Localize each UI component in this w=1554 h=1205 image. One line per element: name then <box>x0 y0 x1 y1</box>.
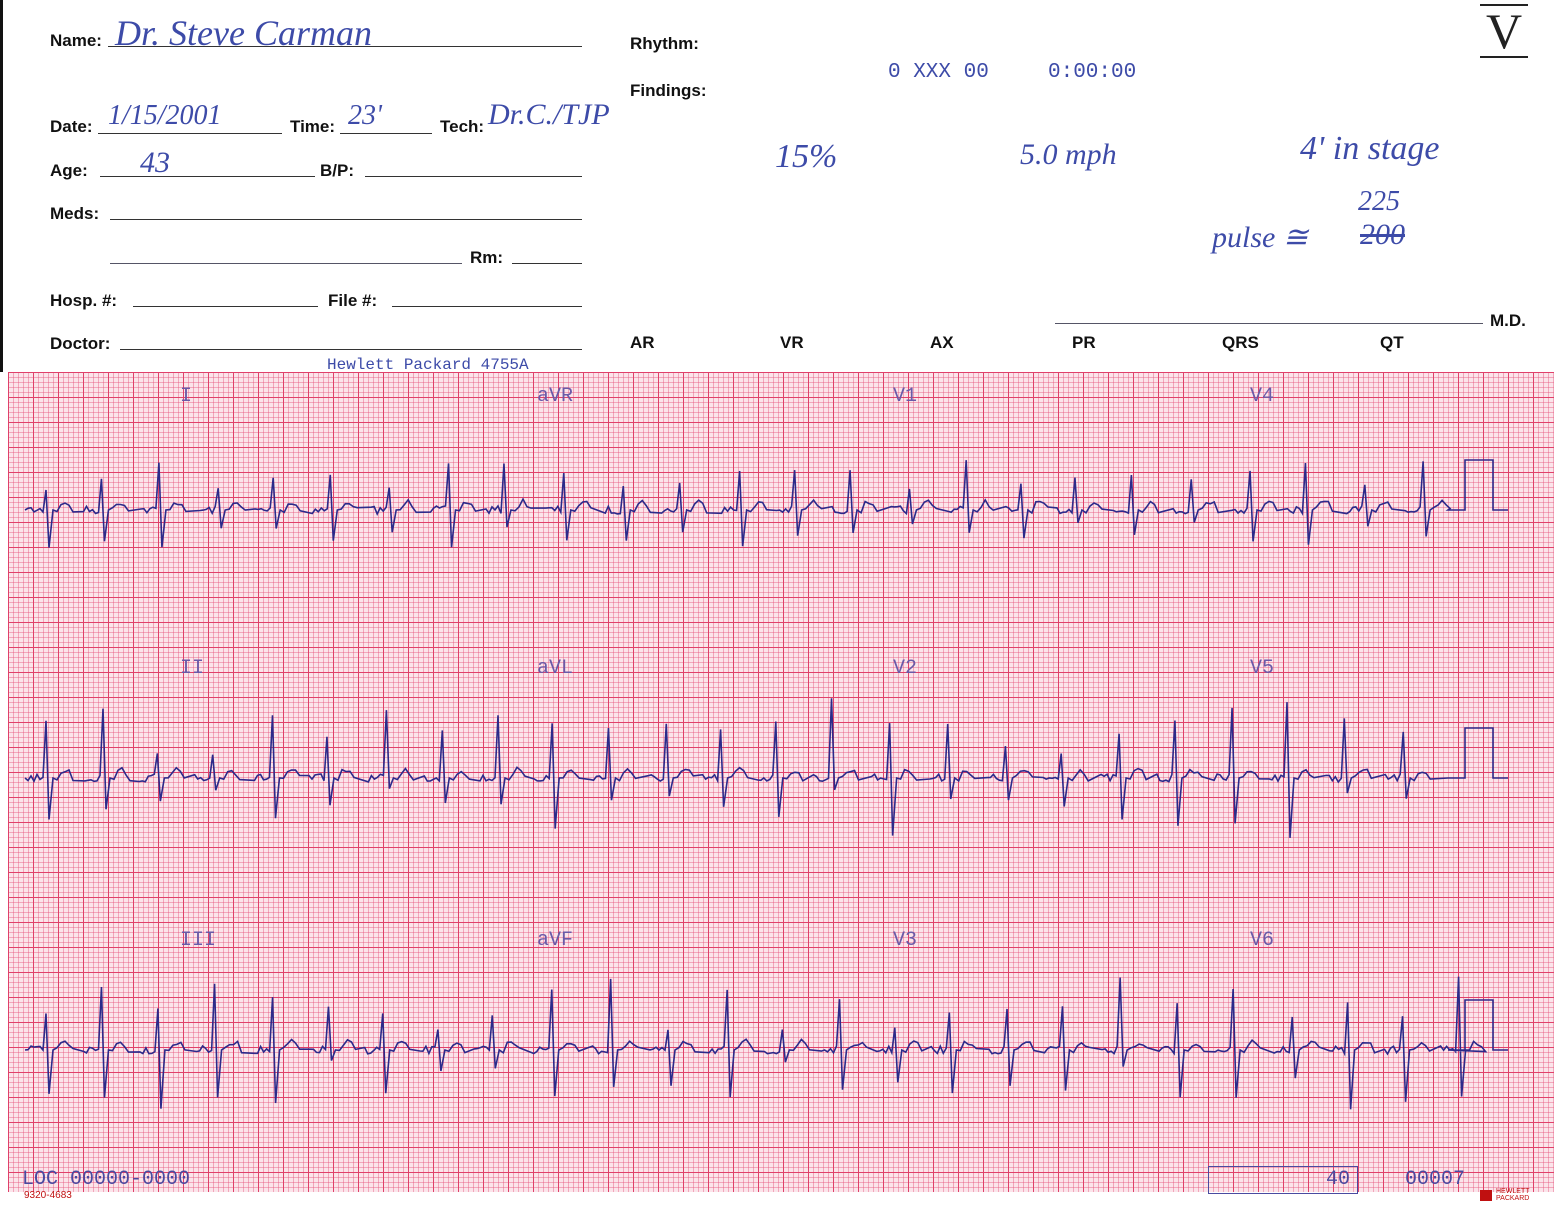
box-value: 40 <box>1326 1168 1350 1191</box>
ecg-traces <box>0 0 1554 1205</box>
lead-label: V2 <box>893 657 917 680</box>
logo <box>1480 1190 1492 1201</box>
ecg-trace <box>25 698 1508 838</box>
lead-label: aVF <box>537 929 573 952</box>
lead-label: V3 <box>893 929 917 952</box>
lead-label: V6 <box>1250 929 1274 952</box>
loc: LOC 00000-0000 <box>22 1168 190 1191</box>
brand: HEWLETT PACKARD <box>1496 1188 1536 1202</box>
lead-label: V4 <box>1250 385 1274 408</box>
lead-label: I <box>180 385 192 408</box>
lead-label: II <box>180 657 204 680</box>
lead-label: aVR <box>537 385 573 408</box>
lead-label: V1 <box>893 385 917 408</box>
ecg-trace <box>25 460 1508 548</box>
lead-label: aVL <box>537 657 573 680</box>
form-number: 9320-4683 <box>24 1190 72 1201</box>
lead-label: V5 <box>1250 657 1274 680</box>
lead-label: III <box>180 929 216 952</box>
page: Name: Dr. Steve Carman Rhythm: Findings:… <box>0 0 1554 1205</box>
ecg-trace <box>25 977 1508 1110</box>
page-number: 00007 <box>1405 1168 1465 1191</box>
